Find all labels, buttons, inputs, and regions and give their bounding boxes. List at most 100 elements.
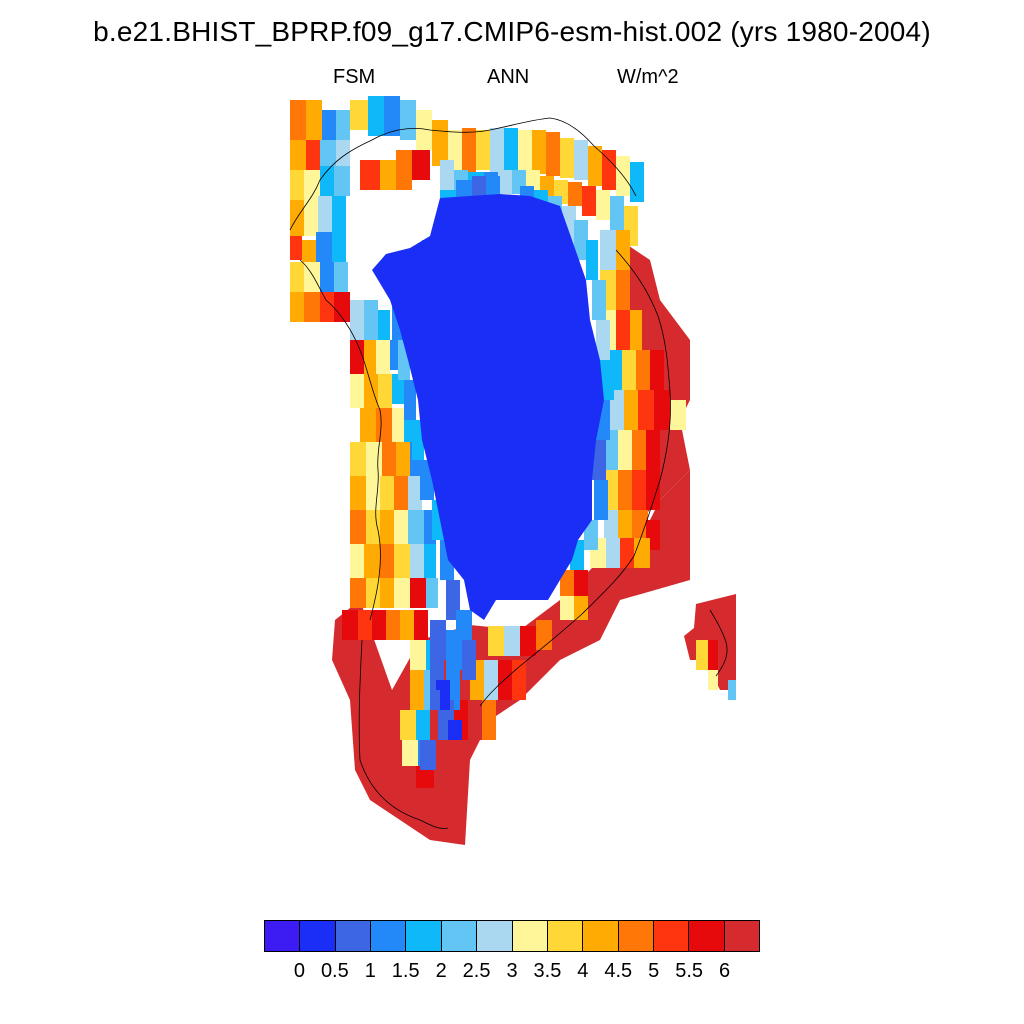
map-cell <box>410 544 424 578</box>
map-cell <box>360 408 376 442</box>
map-cell <box>462 640 476 680</box>
colorbar-tick-label: 0 <box>293 960 305 982</box>
map-cell <box>290 140 306 170</box>
map-cell <box>412 150 430 180</box>
map-cell <box>290 292 304 322</box>
map-cell <box>434 766 448 788</box>
map-cell <box>350 442 366 476</box>
map-cell <box>350 100 368 130</box>
map-cell <box>410 670 424 710</box>
map-cell <box>646 430 660 470</box>
map-cell <box>358 610 372 640</box>
map-cell <box>696 640 708 670</box>
map-cell <box>404 380 416 420</box>
map-cell <box>290 236 302 260</box>
colorbar-swatch <box>441 921 478 951</box>
variable-label: FSM <box>333 66 376 88</box>
map-cell <box>332 196 346 232</box>
map-cell <box>520 626 536 656</box>
map-cell <box>512 660 526 700</box>
map-cell <box>560 596 574 620</box>
map-cell <box>646 470 660 510</box>
map-cell <box>394 510 408 544</box>
map-cell <box>336 140 350 166</box>
map-cell <box>504 626 520 656</box>
colorbar-tick-label: 3 <box>506 960 518 982</box>
map-cell <box>372 610 386 640</box>
map-cell <box>402 740 418 766</box>
map-cell <box>446 630 462 670</box>
map-cell <box>350 476 366 510</box>
map-cell <box>414 610 428 640</box>
colorbar-tick-label: 3.5 <box>533 960 562 982</box>
map-cell <box>394 476 408 510</box>
map-cell <box>320 292 334 322</box>
map-cell <box>574 570 588 600</box>
map-cell <box>400 610 414 640</box>
map-cell <box>394 544 410 578</box>
map-cell <box>432 120 448 166</box>
colorbar-tick-label: 6 <box>719 960 731 982</box>
map-cell <box>618 510 632 540</box>
map-cell <box>334 166 350 196</box>
map-cell <box>400 710 416 740</box>
map-cell <box>380 578 394 608</box>
map-cell <box>632 430 646 470</box>
map-cell <box>364 340 376 374</box>
map-cell <box>602 150 616 190</box>
map-cell <box>316 232 332 262</box>
map-cell <box>600 360 614 400</box>
map-cell <box>596 190 610 220</box>
map-cell <box>304 292 320 322</box>
map-cell <box>336 110 350 140</box>
map-cell <box>618 430 632 470</box>
colorbar-swatch <box>618 921 654 951</box>
map-cell <box>350 374 364 408</box>
map-cell <box>322 110 336 140</box>
map-cell <box>708 640 718 670</box>
map-cell <box>618 470 632 510</box>
colorbar-swatch <box>583 921 619 951</box>
map-cell <box>670 400 686 430</box>
map-cell <box>304 170 320 200</box>
coastline <box>289 117 728 829</box>
map-cell <box>364 374 378 408</box>
map-cell <box>560 138 574 178</box>
map-cell <box>392 408 404 442</box>
map-cell <box>708 670 718 690</box>
map-cell <box>586 240 598 280</box>
colorbar <box>264 920 760 952</box>
map-cell <box>440 160 454 190</box>
map-cell <box>476 130 490 170</box>
map-cell <box>366 510 380 544</box>
map-cell <box>654 390 670 430</box>
map-cell <box>366 578 380 608</box>
map-cell <box>384 96 400 136</box>
map-cell <box>546 132 560 176</box>
map-cell <box>394 578 410 608</box>
map-cell <box>488 626 504 656</box>
colorbar-swatch <box>406 921 442 951</box>
map-cell <box>632 470 646 510</box>
map-cell <box>400 100 416 140</box>
map-cell <box>350 544 364 578</box>
colorbar-tick-label: 4 <box>577 960 589 982</box>
map-cell <box>594 480 608 520</box>
map-cells <box>290 96 736 845</box>
colorbar-tick-label: 2.5 <box>462 960 491 982</box>
map-cell <box>616 310 630 350</box>
map-cell <box>364 544 380 578</box>
colorbar-tick-label: 5.5 <box>675 960 704 982</box>
coastline-segment <box>479 249 671 707</box>
coastline-segment <box>358 639 449 829</box>
colorbar-tick-label: 1 <box>364 960 376 982</box>
map-cell <box>380 544 394 578</box>
map-cell <box>416 110 432 150</box>
map-cell <box>378 310 390 340</box>
colorbar-swatch <box>689 921 725 951</box>
map-cell <box>536 620 552 650</box>
map-cell <box>304 262 320 292</box>
map-cell <box>426 578 438 608</box>
map-cell <box>600 230 616 270</box>
